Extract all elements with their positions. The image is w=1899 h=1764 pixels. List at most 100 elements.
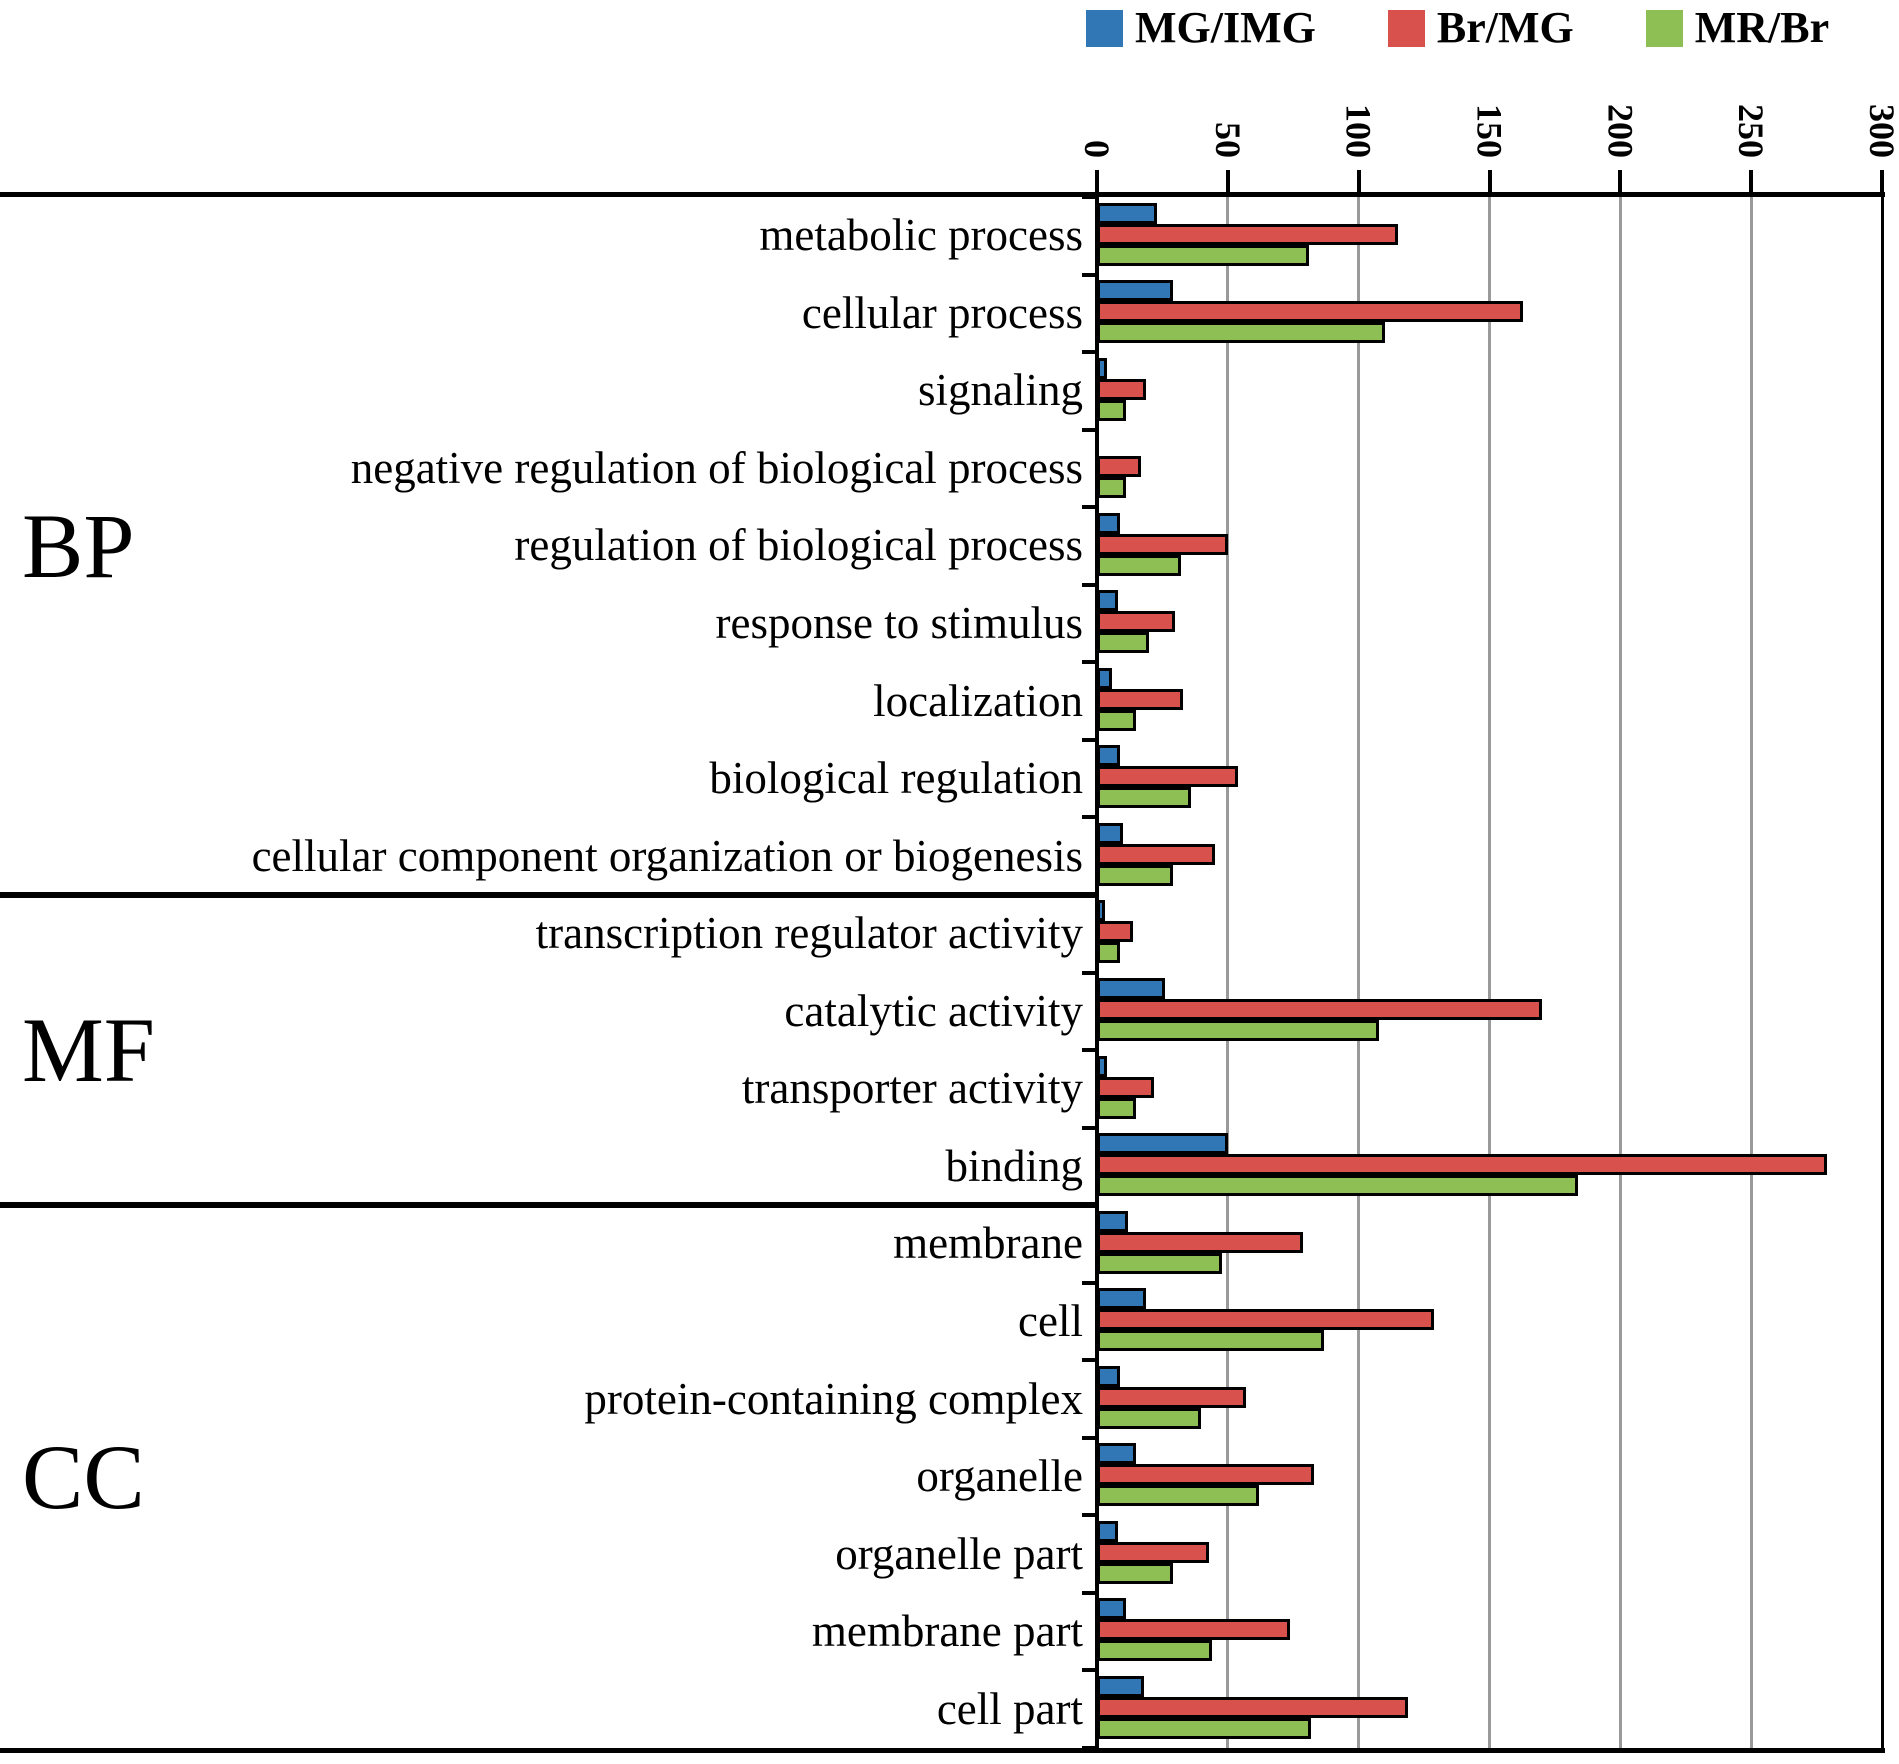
y-axis-tick bbox=[1082, 1048, 1097, 1053]
bar-mr-br bbox=[1097, 1330, 1325, 1352]
plot-right-border bbox=[1881, 192, 1884, 1753]
category-label: negative regulation of biological proces… bbox=[350, 442, 1083, 493]
legend-label: MG/IMG bbox=[1135, 3, 1316, 52]
bar-mr-br bbox=[1097, 322, 1385, 344]
bar-br-mg bbox=[1097, 611, 1176, 633]
chart-legend: MG/IMG Br/MG MR/Br bbox=[1086, 6, 1829, 50]
y-axis-tick bbox=[1082, 505, 1097, 510]
bar-br-mg bbox=[1097, 999, 1542, 1020]
plot-bottom-border bbox=[0, 1748, 1885, 1753]
y-axis-tick bbox=[1082, 815, 1097, 820]
bar-br-mg bbox=[1097, 1076, 1155, 1098]
bar-mr-br bbox=[1097, 942, 1121, 964]
y-axis-tick bbox=[1082, 582, 1097, 587]
bar-br-mg bbox=[1097, 1619, 1291, 1641]
bar-mr-br bbox=[1097, 632, 1150, 654]
x-axis-tick-50 bbox=[1225, 170, 1230, 197]
gridline-150 bbox=[1488, 197, 1491, 1748]
bar-mr-br bbox=[1097, 1020, 1380, 1041]
x-axis-tick-label: 50 bbox=[1207, 122, 1248, 158]
y-axis-tick bbox=[1082, 1590, 1097, 1595]
y-axis-tick bbox=[1082, 1513, 1097, 1518]
y-axis-tick bbox=[1082, 1203, 1097, 1208]
gridline-250 bbox=[1749, 197, 1753, 1748]
legend-item-br-mg: Br/MG bbox=[1387, 6, 1574, 50]
bar-br-mg bbox=[1097, 378, 1147, 400]
bar-br-mg bbox=[1097, 1231, 1304, 1253]
section-label-cc: CC bbox=[22, 1425, 145, 1528]
bar-mr-br bbox=[1097, 1562, 1173, 1584]
y-axis-tick bbox=[1082, 660, 1097, 665]
y-axis-tick bbox=[1082, 1280, 1097, 1285]
bar-br-mg bbox=[1097, 688, 1184, 710]
category-label: transcription regulator activity bbox=[535, 908, 1083, 959]
y-axis-line bbox=[1095, 170, 1099, 1753]
x-axis-tick-label-box: 300 bbox=[1832, 58, 1899, 158]
x-axis-tick-200 bbox=[1618, 170, 1623, 197]
bar-mg-img bbox=[1097, 512, 1121, 534]
x-axis-tick-300 bbox=[1880, 170, 1884, 197]
bar-mr-br bbox=[1097, 1485, 1259, 1507]
y-axis-tick bbox=[1082, 892, 1097, 897]
bar-mr-br bbox=[1097, 1252, 1223, 1274]
category-label: catalytic activity bbox=[784, 985, 1083, 1036]
bar-br-mg bbox=[1097, 1154, 1827, 1176]
section-label-bp: BP bbox=[22, 494, 135, 597]
bar-mg-img bbox=[1097, 1520, 1118, 1542]
category-label: cell bbox=[1018, 1295, 1083, 1346]
bar-br-mg bbox=[1097, 1309, 1435, 1331]
x-axis-tick-label: 200 bbox=[1600, 104, 1641, 158]
category-label: metabolic process bbox=[759, 210, 1083, 261]
bar-mr-br bbox=[1097, 1097, 1137, 1119]
plot-top-border bbox=[0, 192, 1885, 197]
bar-br-mg bbox=[1097, 921, 1134, 943]
bar-mg-img bbox=[1097, 667, 1113, 689]
bar-br-mg bbox=[1097, 1696, 1409, 1718]
bar-br-mg bbox=[1097, 843, 1215, 865]
category-label: cell part bbox=[936, 1683, 1083, 1734]
y-axis-tick bbox=[1082, 272, 1097, 277]
x-axis-tick-label: 0 bbox=[1077, 140, 1117, 158]
category-label: biological regulation bbox=[709, 753, 1083, 804]
y-axis-tick bbox=[1082, 1668, 1097, 1673]
bar-mg-img bbox=[1097, 1443, 1137, 1465]
bar-mr-br bbox=[1097, 477, 1126, 499]
y-axis-tick bbox=[1082, 970, 1097, 975]
section-divider bbox=[0, 891, 1097, 898]
bar-mr-br bbox=[1097, 554, 1181, 576]
gridline-100 bbox=[1357, 197, 1361, 1748]
x-axis-tick-150 bbox=[1487, 170, 1492, 197]
bar-mr-br bbox=[1097, 1640, 1212, 1662]
legend-label: MR/Br bbox=[1694, 3, 1830, 52]
x-axis-tick-label-box: 200 bbox=[1570, 58, 1670, 158]
bar-mg-img bbox=[1097, 822, 1123, 844]
gridline-50 bbox=[1226, 197, 1230, 1748]
category-label: cellular component organization or bioge… bbox=[251, 830, 1083, 881]
legend-item-mr-br: MR/Br bbox=[1645, 3, 1830, 52]
legend-swatch-icon bbox=[1645, 9, 1683, 47]
x-axis-tick-label: 300 bbox=[1862, 104, 1899, 158]
category-label: organelle part bbox=[835, 1528, 1083, 1579]
bar-br-mg bbox=[1097, 301, 1524, 323]
bar-br-mg bbox=[1097, 1386, 1246, 1408]
bar-br-mg bbox=[1097, 533, 1228, 555]
bar-mr-br bbox=[1097, 1407, 1202, 1429]
bar-mr-br bbox=[1097, 709, 1137, 731]
y-axis-tick bbox=[1082, 1358, 1097, 1363]
bar-mg-img bbox=[1097, 1598, 1126, 1620]
y-axis-tick bbox=[1082, 195, 1097, 199]
y-axis-tick bbox=[1082, 350, 1097, 355]
bar-mr-br bbox=[1097, 1175, 1579, 1197]
x-axis-tick-label: 150 bbox=[1469, 104, 1510, 158]
bar-mr-br bbox=[1097, 399, 1126, 421]
bar-br-mg bbox=[1097, 456, 1142, 478]
category-label: cellular process bbox=[801, 287, 1083, 338]
bar-br-mg bbox=[1097, 1464, 1314, 1486]
category-label: binding bbox=[945, 1140, 1083, 1191]
x-axis-tick-label-box: 100 bbox=[1309, 58, 1409, 158]
bar-mr-br bbox=[1097, 787, 1191, 809]
x-axis-tick-label: 250 bbox=[1731, 104, 1772, 158]
bar-mg-img bbox=[1097, 202, 1157, 224]
bar-br-mg bbox=[1097, 766, 1239, 788]
gridline-200 bbox=[1618, 197, 1622, 1748]
